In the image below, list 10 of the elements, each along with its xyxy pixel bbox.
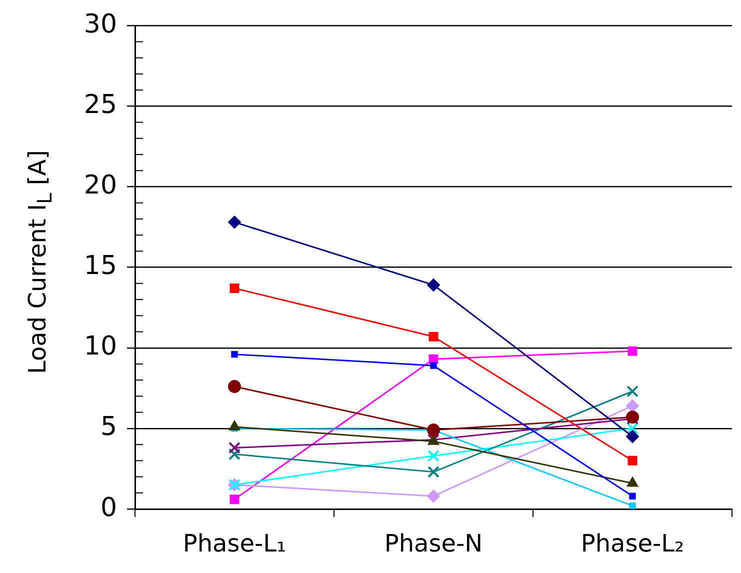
y-tick-label: 25 (84, 90, 117, 120)
x-tick-label: Phase-L₁ (182, 530, 286, 558)
y-tick-label: 0 (100, 492, 117, 523)
y-tick-label: 20 (84, 170, 117, 200)
y-tick-label: 30 (84, 9, 117, 40)
x-tick-label: Phase-N (384, 530, 483, 558)
y-tick-label: 5 (100, 412, 117, 442)
y-tick-label: 15 (84, 251, 117, 282)
x-tick-label: Phase-L₂ (580, 530, 684, 558)
y-tick-label: 10 (84, 332, 117, 362)
